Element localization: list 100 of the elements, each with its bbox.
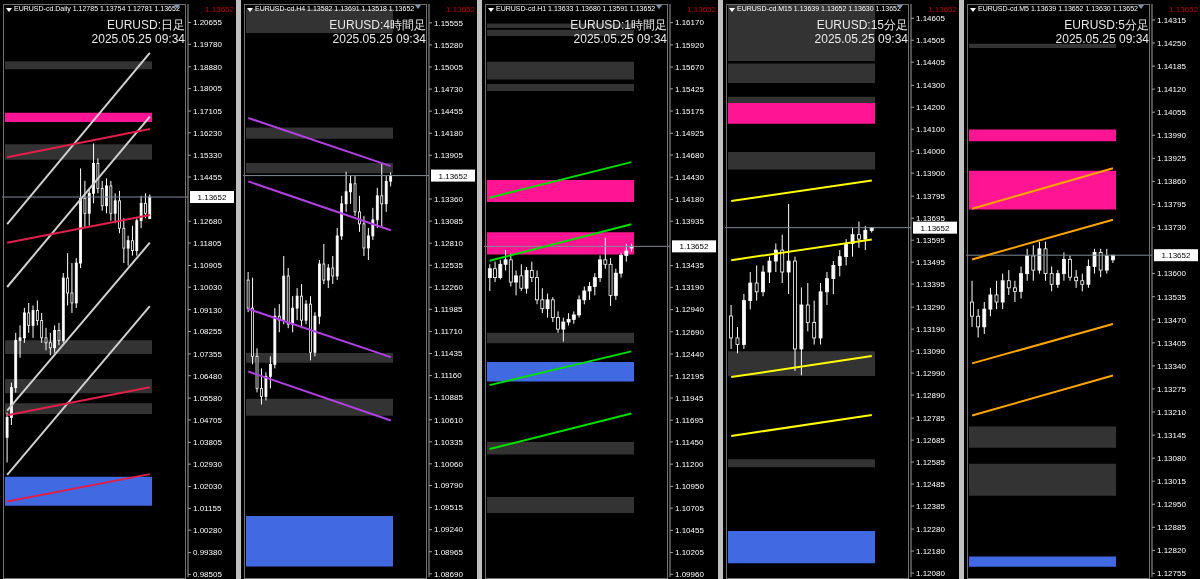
y-tick-label: 1.12385 bbox=[916, 501, 946, 511]
candlestick bbox=[1031, 244, 1036, 282]
y-tick-label: 1.14185 bbox=[1157, 61, 1187, 71]
y-tick-label: 1.02930 bbox=[193, 459, 223, 469]
y-tick-label: 1.13015 bbox=[1157, 477, 1187, 487]
y-tick-label: 1.13395 bbox=[916, 279, 946, 289]
y-tick-label: 1.15670 bbox=[675, 62, 705, 72]
candlestick bbox=[380, 163, 384, 229]
y-tick-label: 1.13190 bbox=[675, 283, 705, 293]
y-tick-label: 1.11710 bbox=[434, 327, 463, 337]
y-tick-label: 1.14180 bbox=[675, 195, 705, 205]
y-tick-label: 1.12950 bbox=[1157, 500, 1187, 510]
y-tick-label: 1.14925 bbox=[675, 129, 705, 139]
y-tick-label: 1.13210 bbox=[1157, 407, 1187, 417]
candlestick bbox=[148, 193, 152, 220]
y-tick-label: 1.11945 bbox=[675, 393, 704, 403]
y-tick-label: 1.15005 bbox=[434, 62, 464, 72]
y-tick-label: 1.14000 bbox=[916, 147, 946, 157]
y-tick-label: 1.12685 bbox=[916, 435, 946, 445]
y-tick-label: 1.13600 bbox=[1157, 269, 1187, 279]
candlestick bbox=[53, 324, 57, 354]
y-tick-label: 1.13145 bbox=[1157, 430, 1187, 440]
y-tick-label: 1.13085 bbox=[434, 216, 464, 226]
ref-line-label: 1.13652 bbox=[438, 171, 469, 181]
y-tick-label: 1.14430 bbox=[675, 173, 705, 183]
text: 1.13652 bbox=[687, 5, 716, 14]
y-tick-label: 1.12080 bbox=[916, 568, 946, 578]
y-tick-label: 1.12680 bbox=[193, 217, 223, 227]
y-tick-label: 1.18005 bbox=[193, 84, 223, 94]
y-tick-label: 1.12940 bbox=[675, 305, 705, 315]
text: 2025.05.25 09:34 bbox=[573, 32, 667, 46]
candlestick bbox=[384, 175, 388, 213]
y-tick-label: 1.12990 bbox=[916, 368, 946, 378]
text: EURUSD:15分足 bbox=[816, 17, 908, 34]
y-tick-label: 1.13470 bbox=[1157, 315, 1187, 325]
y-tick-label: 1.10205 bbox=[675, 548, 705, 558]
y-tick-label: 1.09790 bbox=[434, 481, 464, 491]
y-tick-label: 1.12440 bbox=[675, 349, 705, 359]
y-tick-label: 1.10030 bbox=[193, 283, 223, 293]
y-tick-label: 1.13495 bbox=[916, 258, 946, 267]
y-tick-label: 1.10335 bbox=[434, 437, 464, 447]
y-tick-label: 1.18880 bbox=[193, 62, 223, 72]
y-tick-label: 1.01155 bbox=[193, 504, 222, 514]
candlestick bbox=[805, 282, 810, 332]
y-tick-label: 1.19780 bbox=[193, 40, 223, 50]
y-tick-label: 1.13275 bbox=[1157, 384, 1187, 394]
y-tick-label: 1.08690 bbox=[434, 569, 464, 579]
text: 2025.05.25 09:34 bbox=[332, 32, 426, 46]
y-tick-label: 1.13860 bbox=[1157, 177, 1187, 187]
y-tick-label: 1.13990 bbox=[1157, 131, 1187, 141]
text: EURUSD:1時間足 bbox=[570, 17, 667, 34]
y-tick-label: 1.13925 bbox=[1157, 154, 1187, 164]
candlestick bbox=[48, 332, 52, 356]
candlestick bbox=[729, 304, 733, 350]
y-tick-label: 1.11450 bbox=[675, 437, 704, 447]
text: 1.13652 bbox=[446, 5, 475, 14]
y-tick-label: 1.00280 bbox=[193, 526, 223, 535]
y-tick-label: 1.10885 bbox=[434, 393, 464, 403]
y-tick-label: 1.13340 bbox=[1157, 361, 1187, 371]
y-tick-label: 1.15280 bbox=[434, 40, 464, 50]
y-tick-label: 1.13795 bbox=[916, 192, 946, 202]
y-tick-label: 1.14605 bbox=[916, 14, 946, 24]
y-tick-label: 1.05580 bbox=[193, 393, 223, 403]
y-tick-label: 1.13360 bbox=[434, 194, 464, 204]
candlestick bbox=[982, 301, 987, 335]
y-tick-label: 1.11435 bbox=[434, 349, 463, 359]
y-tick-label: 1.13905 bbox=[434, 151, 464, 161]
y-tick-label: 1.12755 bbox=[1157, 569, 1187, 579]
y-tick-label: 1.15175 bbox=[675, 106, 705, 116]
y-tick-label: 1.13405 bbox=[1157, 338, 1187, 348]
ref-line-label: 1.13652 bbox=[679, 242, 710, 252]
y-tick-label: 1.13190 bbox=[916, 325, 946, 335]
candlestick bbox=[1062, 251, 1066, 282]
y-tick-label: 1.13080 bbox=[1157, 453, 1187, 463]
candlestick bbox=[863, 225, 868, 251]
candlestick bbox=[825, 271, 829, 306]
y-tick-label: 1.14200 bbox=[916, 103, 946, 113]
candlestick bbox=[1006, 269, 1011, 296]
y-tick-label: 1.14455 bbox=[193, 172, 223, 182]
text: 1.13652 bbox=[1169, 5, 1198, 14]
y-tick-label: 1.11985 bbox=[434, 305, 463, 315]
candlestick bbox=[1000, 273, 1005, 310]
text: EURUSD:5分足 bbox=[1064, 17, 1149, 34]
y-tick-label: 1.16230 bbox=[193, 128, 223, 138]
candlestick bbox=[1104, 248, 1109, 275]
y-tick-label: 1.17105 bbox=[193, 106, 223, 116]
ref-line-label: 1.13652 bbox=[197, 193, 228, 203]
text: 2025.05.25 09:34 bbox=[91, 32, 185, 46]
candlestick bbox=[31, 304, 35, 339]
candlestick bbox=[331, 255, 335, 285]
candlestick bbox=[970, 280, 974, 328]
y-tick-label: 1.02030 bbox=[193, 482, 223, 492]
candlestick bbox=[1049, 266, 1054, 292]
y-tick-label: 1.12890 bbox=[916, 390, 946, 400]
y-tick-label: 1.09515 bbox=[434, 503, 464, 513]
ref-line-label: 1.13652 bbox=[1161, 251, 1192, 261]
candlestick bbox=[754, 264, 759, 302]
candlestick bbox=[761, 264, 765, 297]
candlestick bbox=[1019, 266, 1023, 299]
y-tick-label: 1.04705 bbox=[193, 415, 223, 425]
